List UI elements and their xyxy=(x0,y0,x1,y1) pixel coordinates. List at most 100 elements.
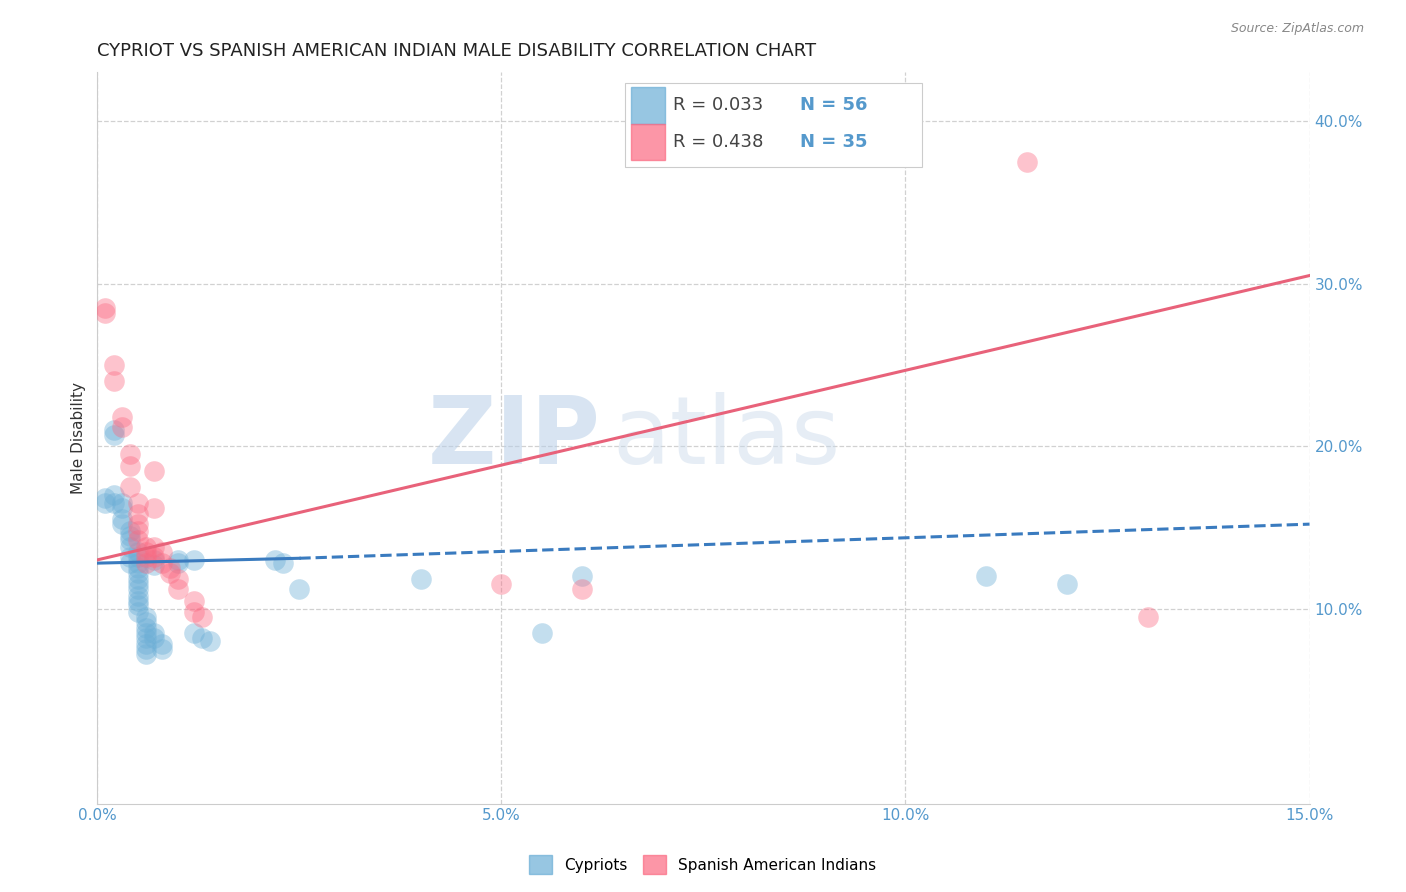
Point xyxy=(150,545,173,559)
Point xyxy=(288,582,311,596)
Point xyxy=(127,561,149,575)
Point xyxy=(191,631,214,645)
Point xyxy=(118,447,141,461)
Point xyxy=(183,626,205,640)
Point xyxy=(110,496,132,510)
Point xyxy=(142,558,165,572)
Point xyxy=(103,374,125,388)
Text: N = 56: N = 56 xyxy=(800,96,868,114)
Point xyxy=(159,566,181,580)
Point xyxy=(159,561,181,575)
Point xyxy=(167,573,190,587)
Point xyxy=(110,512,132,526)
Point xyxy=(118,458,141,473)
Point xyxy=(110,419,132,434)
Legend: Cypriots, Spanish American Indians: Cypriots, Spanish American Indians xyxy=(523,849,883,880)
Point xyxy=(94,496,117,510)
Point xyxy=(167,556,190,570)
Point xyxy=(103,423,125,437)
Point xyxy=(118,528,141,542)
Text: atlas: atlas xyxy=(613,392,841,484)
Point xyxy=(127,545,149,559)
Point xyxy=(150,637,173,651)
Point xyxy=(200,634,222,648)
Point xyxy=(94,301,117,315)
Point xyxy=(127,577,149,591)
Point xyxy=(103,496,125,510)
Point xyxy=(142,540,165,554)
Point xyxy=(135,540,157,554)
Point xyxy=(127,599,149,613)
Point xyxy=(135,647,157,661)
Point xyxy=(167,553,190,567)
Text: R = 0.033: R = 0.033 xyxy=(673,96,763,114)
Point xyxy=(127,508,149,522)
Text: R = 0.438: R = 0.438 xyxy=(673,133,763,151)
Point xyxy=(127,582,149,596)
Point xyxy=(127,605,149,619)
Point xyxy=(491,577,513,591)
Point xyxy=(135,631,157,645)
Point xyxy=(571,569,593,583)
Point xyxy=(118,524,141,538)
Point xyxy=(1136,609,1159,624)
Point xyxy=(103,427,125,442)
Point xyxy=(150,556,173,570)
Point xyxy=(135,609,157,624)
Point xyxy=(110,500,132,515)
Point xyxy=(103,358,125,372)
Point xyxy=(142,631,165,645)
Point xyxy=(94,306,117,320)
Point xyxy=(110,409,132,424)
Point xyxy=(103,488,125,502)
Point xyxy=(135,626,157,640)
Point xyxy=(127,524,149,538)
Point xyxy=(135,642,157,657)
Point xyxy=(127,556,149,570)
Point xyxy=(271,556,294,570)
Point xyxy=(142,500,165,515)
Point xyxy=(409,573,432,587)
Point xyxy=(110,517,132,532)
Point xyxy=(142,463,165,477)
Point xyxy=(118,556,141,570)
Point xyxy=(135,556,157,570)
Point xyxy=(1056,577,1078,591)
Text: Source: ZipAtlas.com: Source: ZipAtlas.com xyxy=(1230,22,1364,36)
Point xyxy=(191,609,214,624)
Point xyxy=(183,605,205,619)
FancyBboxPatch shape xyxy=(624,83,921,168)
Point xyxy=(118,549,141,564)
Point xyxy=(571,582,593,596)
Point xyxy=(127,517,149,532)
Point xyxy=(127,589,149,603)
Point xyxy=(183,593,205,607)
Point xyxy=(118,533,141,548)
Point xyxy=(127,496,149,510)
Point xyxy=(135,637,157,651)
Point xyxy=(127,549,149,564)
Point xyxy=(167,582,190,596)
Text: N = 35: N = 35 xyxy=(800,133,868,151)
Bar xyxy=(631,124,665,161)
Point xyxy=(127,573,149,587)
Text: ZIP: ZIP xyxy=(427,392,600,484)
Point xyxy=(135,621,157,635)
Point xyxy=(135,615,157,629)
Point xyxy=(127,533,149,548)
Point xyxy=(183,553,205,567)
Point xyxy=(118,480,141,494)
Bar xyxy=(631,87,665,124)
Point xyxy=(974,569,997,583)
Point xyxy=(127,593,149,607)
Point xyxy=(264,553,287,567)
Point xyxy=(142,549,165,564)
Point xyxy=(530,626,553,640)
Point xyxy=(135,545,157,559)
Point xyxy=(142,626,165,640)
Text: CYPRIOT VS SPANISH AMERICAN INDIAN MALE DISABILITY CORRELATION CHART: CYPRIOT VS SPANISH AMERICAN INDIAN MALE … xyxy=(97,42,817,60)
Point xyxy=(127,566,149,580)
Point xyxy=(142,553,165,567)
Y-axis label: Male Disability: Male Disability xyxy=(72,382,86,494)
Point xyxy=(1015,154,1038,169)
